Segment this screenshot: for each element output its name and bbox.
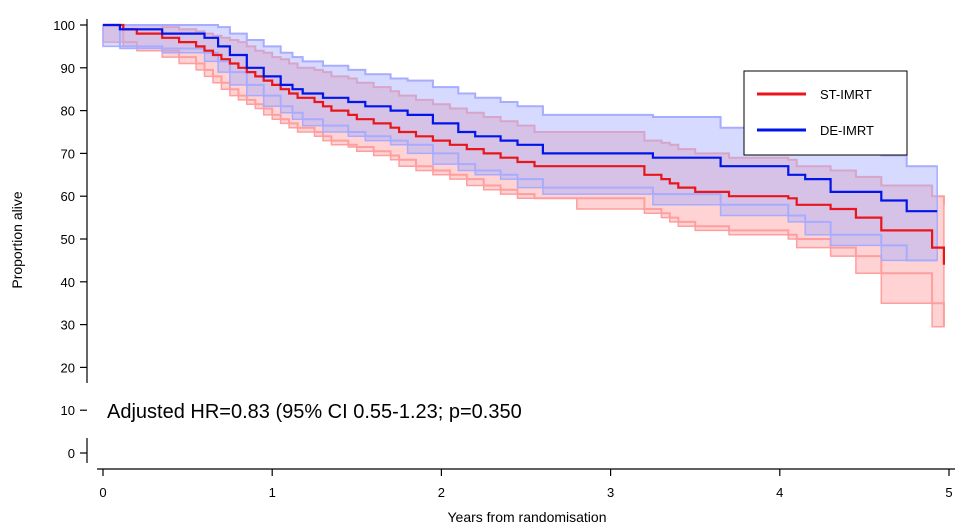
ci-upper-st-imrt (103, 24, 945, 205)
legend: ST-IMRT DE-IMRT (743, 70, 908, 156)
series-line-de-imrt (103, 23, 938, 213)
legend-label-de-imrt: DE-IMRT (820, 123, 874, 138)
legend-box (743, 70, 908, 156)
x-tick-label-2: 2 (438, 485, 445, 500)
confidence-bands (102, 24, 945, 328)
series-line-st-imrt (103, 23, 945, 265)
x-tick-label-4: 4 (776, 485, 783, 500)
x-tick-label-1: 1 (269, 485, 276, 500)
y-tick-label-40: 40 (61, 275, 75, 290)
ci-lower-st-imrt (103, 24, 945, 327)
y-tick-label-10: 10 (61, 403, 75, 418)
x-axis-title: Years from randomisation (447, 509, 606, 525)
y-tick-label-50: 50 (61, 232, 75, 247)
y-tick-label-90: 90 (61, 61, 75, 76)
x-tick-label-0: 0 (99, 485, 106, 500)
y-tick-label-100: 100 (53, 18, 75, 33)
y-tick-label-60: 60 (61, 189, 75, 204)
legend-label-st-imrt: ST-IMRT (820, 87, 872, 102)
y-tick-label-0: 0 (68, 446, 75, 461)
y-tick-label-70: 70 (61, 146, 75, 161)
y-tick-label-30: 30 (61, 318, 75, 333)
axes: 0 10 20 30 40 50 60 70 80 90 100 0 1 2 3 4 5 (53, 18, 955, 500)
y-tick-label-20: 20 (61, 360, 75, 375)
x-tick-label-5: 5 (945, 485, 952, 500)
x-tick-label-3: 3 (607, 485, 614, 500)
ci-lower-de-imrt (103, 24, 938, 262)
y-axis-title: Proportion alive (9, 191, 25, 288)
hr-annotation: Adjusted HR=0.83 (95% CI 0.55-1.23; p=0.… (107, 401, 522, 423)
survival-lines (103, 23, 945, 265)
y-tick-label-80: 80 (61, 104, 75, 119)
